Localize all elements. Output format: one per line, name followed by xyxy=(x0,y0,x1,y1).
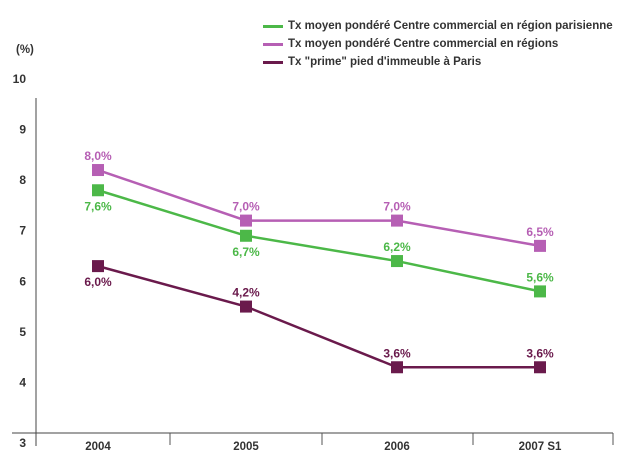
legend-item: Tx "prime" pied d'immeuble à Paris xyxy=(263,53,613,71)
data-point-marker xyxy=(534,239,546,252)
y-tick-label: 7 xyxy=(19,224,26,238)
x-tick-label: 2004 xyxy=(85,441,111,453)
data-label: 6,2% xyxy=(383,240,411,254)
y-tick-label: 8 xyxy=(19,173,26,187)
legend-label: Tx moyen pondéré Centre commercial en ré… xyxy=(288,38,559,50)
legend-label: Tx moyen pondéré Centre commercial en ré… xyxy=(288,20,613,32)
data-label: 6,7% xyxy=(232,245,260,259)
legend-item: Tx moyen pondéré Centre commercial en ré… xyxy=(263,17,613,35)
legend-label: Tx "prime" pied d'immeuble à Paris xyxy=(288,56,482,68)
data-point-marker xyxy=(391,214,403,227)
data-point-marker xyxy=(240,300,252,313)
legend: Tx moyen pondéré Centre commercial en ré… xyxy=(263,17,613,71)
series-line xyxy=(97,264,540,369)
data-label: 6,5% xyxy=(526,225,554,239)
y-tick-label: 6 xyxy=(19,274,26,288)
data-point-marker xyxy=(534,361,546,374)
data-label: 3,6% xyxy=(383,346,411,360)
data-point-marker xyxy=(92,184,104,197)
y-tick-label: 3 xyxy=(19,436,26,450)
data-label: 3,6% xyxy=(526,346,554,360)
data-label: 6,0% xyxy=(84,275,112,289)
data-point-marker xyxy=(92,260,104,273)
x-tick-label: 2006 xyxy=(384,441,410,453)
series-line xyxy=(97,168,541,248)
y-tick-label: 9 xyxy=(19,123,26,137)
legend-item: Tx moyen pondéré Centre commercial en ré… xyxy=(263,35,613,53)
legend-swatch-pink xyxy=(263,42,283,46)
y-tick-label: 10 xyxy=(13,72,27,86)
data-label: 8,0% xyxy=(84,149,112,163)
data-point-marker xyxy=(92,164,104,177)
data-point-marker xyxy=(240,229,252,242)
data-point-marker xyxy=(391,361,403,374)
data-label: 7,6% xyxy=(84,199,112,213)
y-tick-label: 4 xyxy=(19,375,26,389)
data-label: 5,6% xyxy=(526,270,554,284)
y-tick-label: 5 xyxy=(19,325,26,339)
legend-swatch-green xyxy=(263,24,283,28)
data-point-marker xyxy=(534,285,546,298)
x-tick-label: 2005 xyxy=(233,441,259,453)
y-axis-unit-label: (%) xyxy=(16,44,34,56)
x-tick-label: 2007 S1 xyxy=(519,441,562,453)
data-label: 7,0% xyxy=(383,200,411,214)
series-line xyxy=(97,189,541,293)
data-label: 7,0% xyxy=(232,200,260,214)
legend-swatch-purple xyxy=(263,60,283,64)
data-point-marker xyxy=(391,255,403,268)
data-label: 4,2% xyxy=(232,286,260,300)
data-point-marker xyxy=(240,214,252,227)
